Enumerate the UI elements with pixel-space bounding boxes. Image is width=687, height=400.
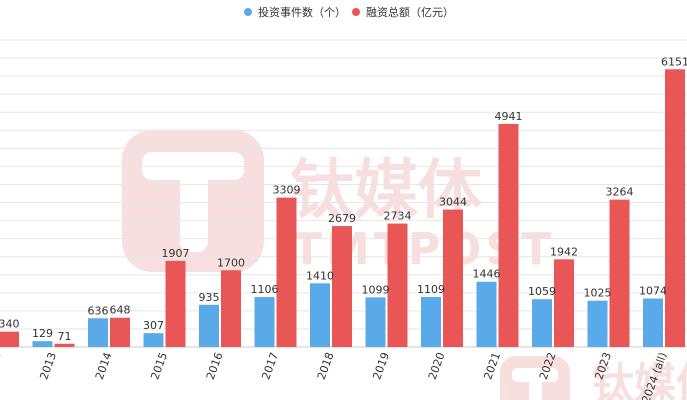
data-label-financing-total: 2734: [384, 210, 412, 223]
bar-financing-total-2016: [221, 270, 241, 347]
data-label-financing-total: 1907: [162, 247, 190, 260]
tmtpost-logo-icon: [122, 130, 264, 272]
data-label-financing-total: 6151: [661, 55, 687, 68]
data-label-financing-total: 3264: [606, 186, 634, 199]
bar-financing-total-2018: [332, 226, 352, 347]
bar-invest-events-2023: [587, 300, 608, 347]
data-label-financing-total: 2679: [328, 212, 356, 225]
data-label-financing-total: 648: [110, 304, 131, 317]
data-label-invest-events: 307: [143, 319, 164, 332]
bar-financing-total-2017: [276, 197, 297, 347]
bar-invest-events-2018: [310, 283, 330, 347]
bar-invest-events-2021: [476, 281, 497, 347]
bar-invest-events-2015: [143, 333, 164, 347]
bar-invest-events-2024all: [643, 298, 663, 347]
bars: [0, 69, 685, 348]
bar-financing-total-2015: [165, 260, 186, 347]
data-label-invest-events: 1446: [473, 268, 501, 281]
x-tick-label: 2015: [148, 351, 170, 382]
bar-financing-total-2021: [498, 123, 519, 348]
data-label-invest-events: 1109: [417, 283, 445, 296]
bar-financing-total-2013: [54, 343, 75, 347]
data-label-financing-total: 3044: [439, 196, 467, 209]
data-label-invest-events: 129: [32, 327, 53, 340]
bar-invest-events-2016: [199, 304, 219, 347]
data-label-invest-events: 636: [88, 304, 109, 317]
data-label-invest-events: 1106: [251, 283, 279, 296]
legend: 投资事件数（个） 融资总额（亿元）: [244, 5, 454, 19]
bar-invest-events-2022: [532, 299, 552, 347]
data-label-invest-events: 935: [199, 291, 220, 304]
data-labels: 340 129 71 636 648 307 1907 935 1700 1106 3309 1410…: [0, 55, 687, 342]
data-label-financing-total: 71: [58, 330, 72, 343]
data-label-financing-total: 4941: [495, 110, 523, 123]
bar-invest-events-2014: [88, 318, 108, 347]
x-tick-label: 2017: [259, 351, 281, 382]
bar-financing-total-2022: [554, 259, 574, 347]
data-label-invest-events: 1074: [639, 285, 667, 298]
data-label-financing-total: 1942: [550, 245, 578, 258]
bar-financing-total-2012: [0, 331, 19, 347]
x-tick-label: 2014: [93, 351, 115, 382]
legend-label-invest-events: 投资事件数（个）: [258, 5, 346, 19]
data-label-invest-events: 1059: [528, 285, 556, 298]
bar-financing-total-2023: [609, 199, 630, 347]
x-tick-label: 2018: [315, 351, 337, 382]
bar-invest-events-2019: [365, 297, 386, 347]
legend-marker-invest-events: [244, 8, 252, 16]
bar-financing-total-2024all: [665, 69, 685, 347]
x-tick-label: 2019: [370, 351, 392, 382]
bar-invest-events-2013: [32, 341, 53, 347]
legend-marker-financing-total: [352, 8, 360, 16]
x-tick-label: 2013: [37, 351, 59, 382]
watermark-cn-bottom: 钛媒体: [592, 359, 687, 400]
data-label-invest-events: 1410: [306, 269, 334, 282]
bar-financing-total-2014: [110, 317, 130, 347]
data-label-invest-events: 1025: [584, 287, 612, 300]
bar-financing-total-2019: [387, 223, 408, 347]
bar-invest-events-2017: [254, 297, 275, 347]
data-label-financing-total: 340: [0, 318, 20, 331]
data-label-financing-total: 1700: [217, 256, 245, 269]
tmtpost-logo-icon: [500, 356, 570, 400]
legend-label-financing-total: 融资总额（亿元）: [366, 5, 454, 19]
data-label-financing-total: 3309: [273, 184, 301, 197]
bar-financing-total-2020: [443, 209, 463, 347]
x-tick-label: 2021: [481, 351, 503, 382]
x-tick-label: 2012: [0, 351, 4, 382]
x-tick-label: 2020: [426, 351, 448, 382]
data-label-invest-events: 1099: [362, 283, 390, 296]
x-tick-label: 2016: [204, 351, 226, 382]
bar-invest-events-2020: [421, 296, 441, 347]
